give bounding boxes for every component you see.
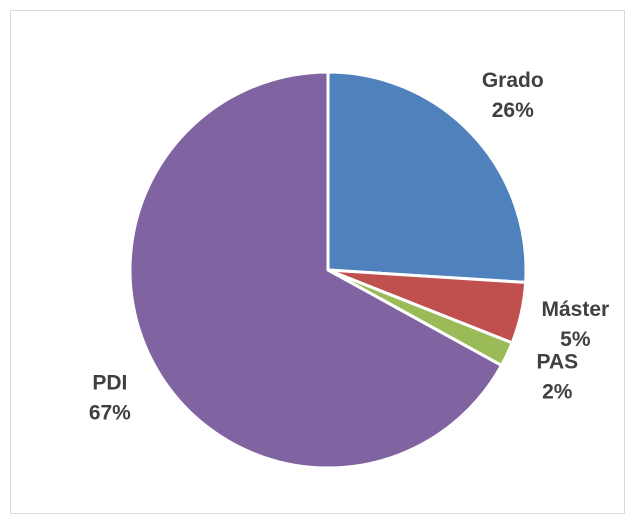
slice-label: PDI <box>92 372 127 395</box>
pie-slice <box>128 70 504 470</box>
slice-label: Grado <box>482 69 544 92</box>
slice-value-label: 67% <box>89 402 131 425</box>
slice-label: PAS <box>537 350 579 373</box>
slice-label: Máster <box>541 298 609 321</box>
pie-slice <box>326 70 528 284</box>
slice-value-label: 2% <box>542 380 573 403</box>
slice-value-label: 5% <box>560 328 591 351</box>
slice-value-label: 26% <box>492 99 534 122</box>
